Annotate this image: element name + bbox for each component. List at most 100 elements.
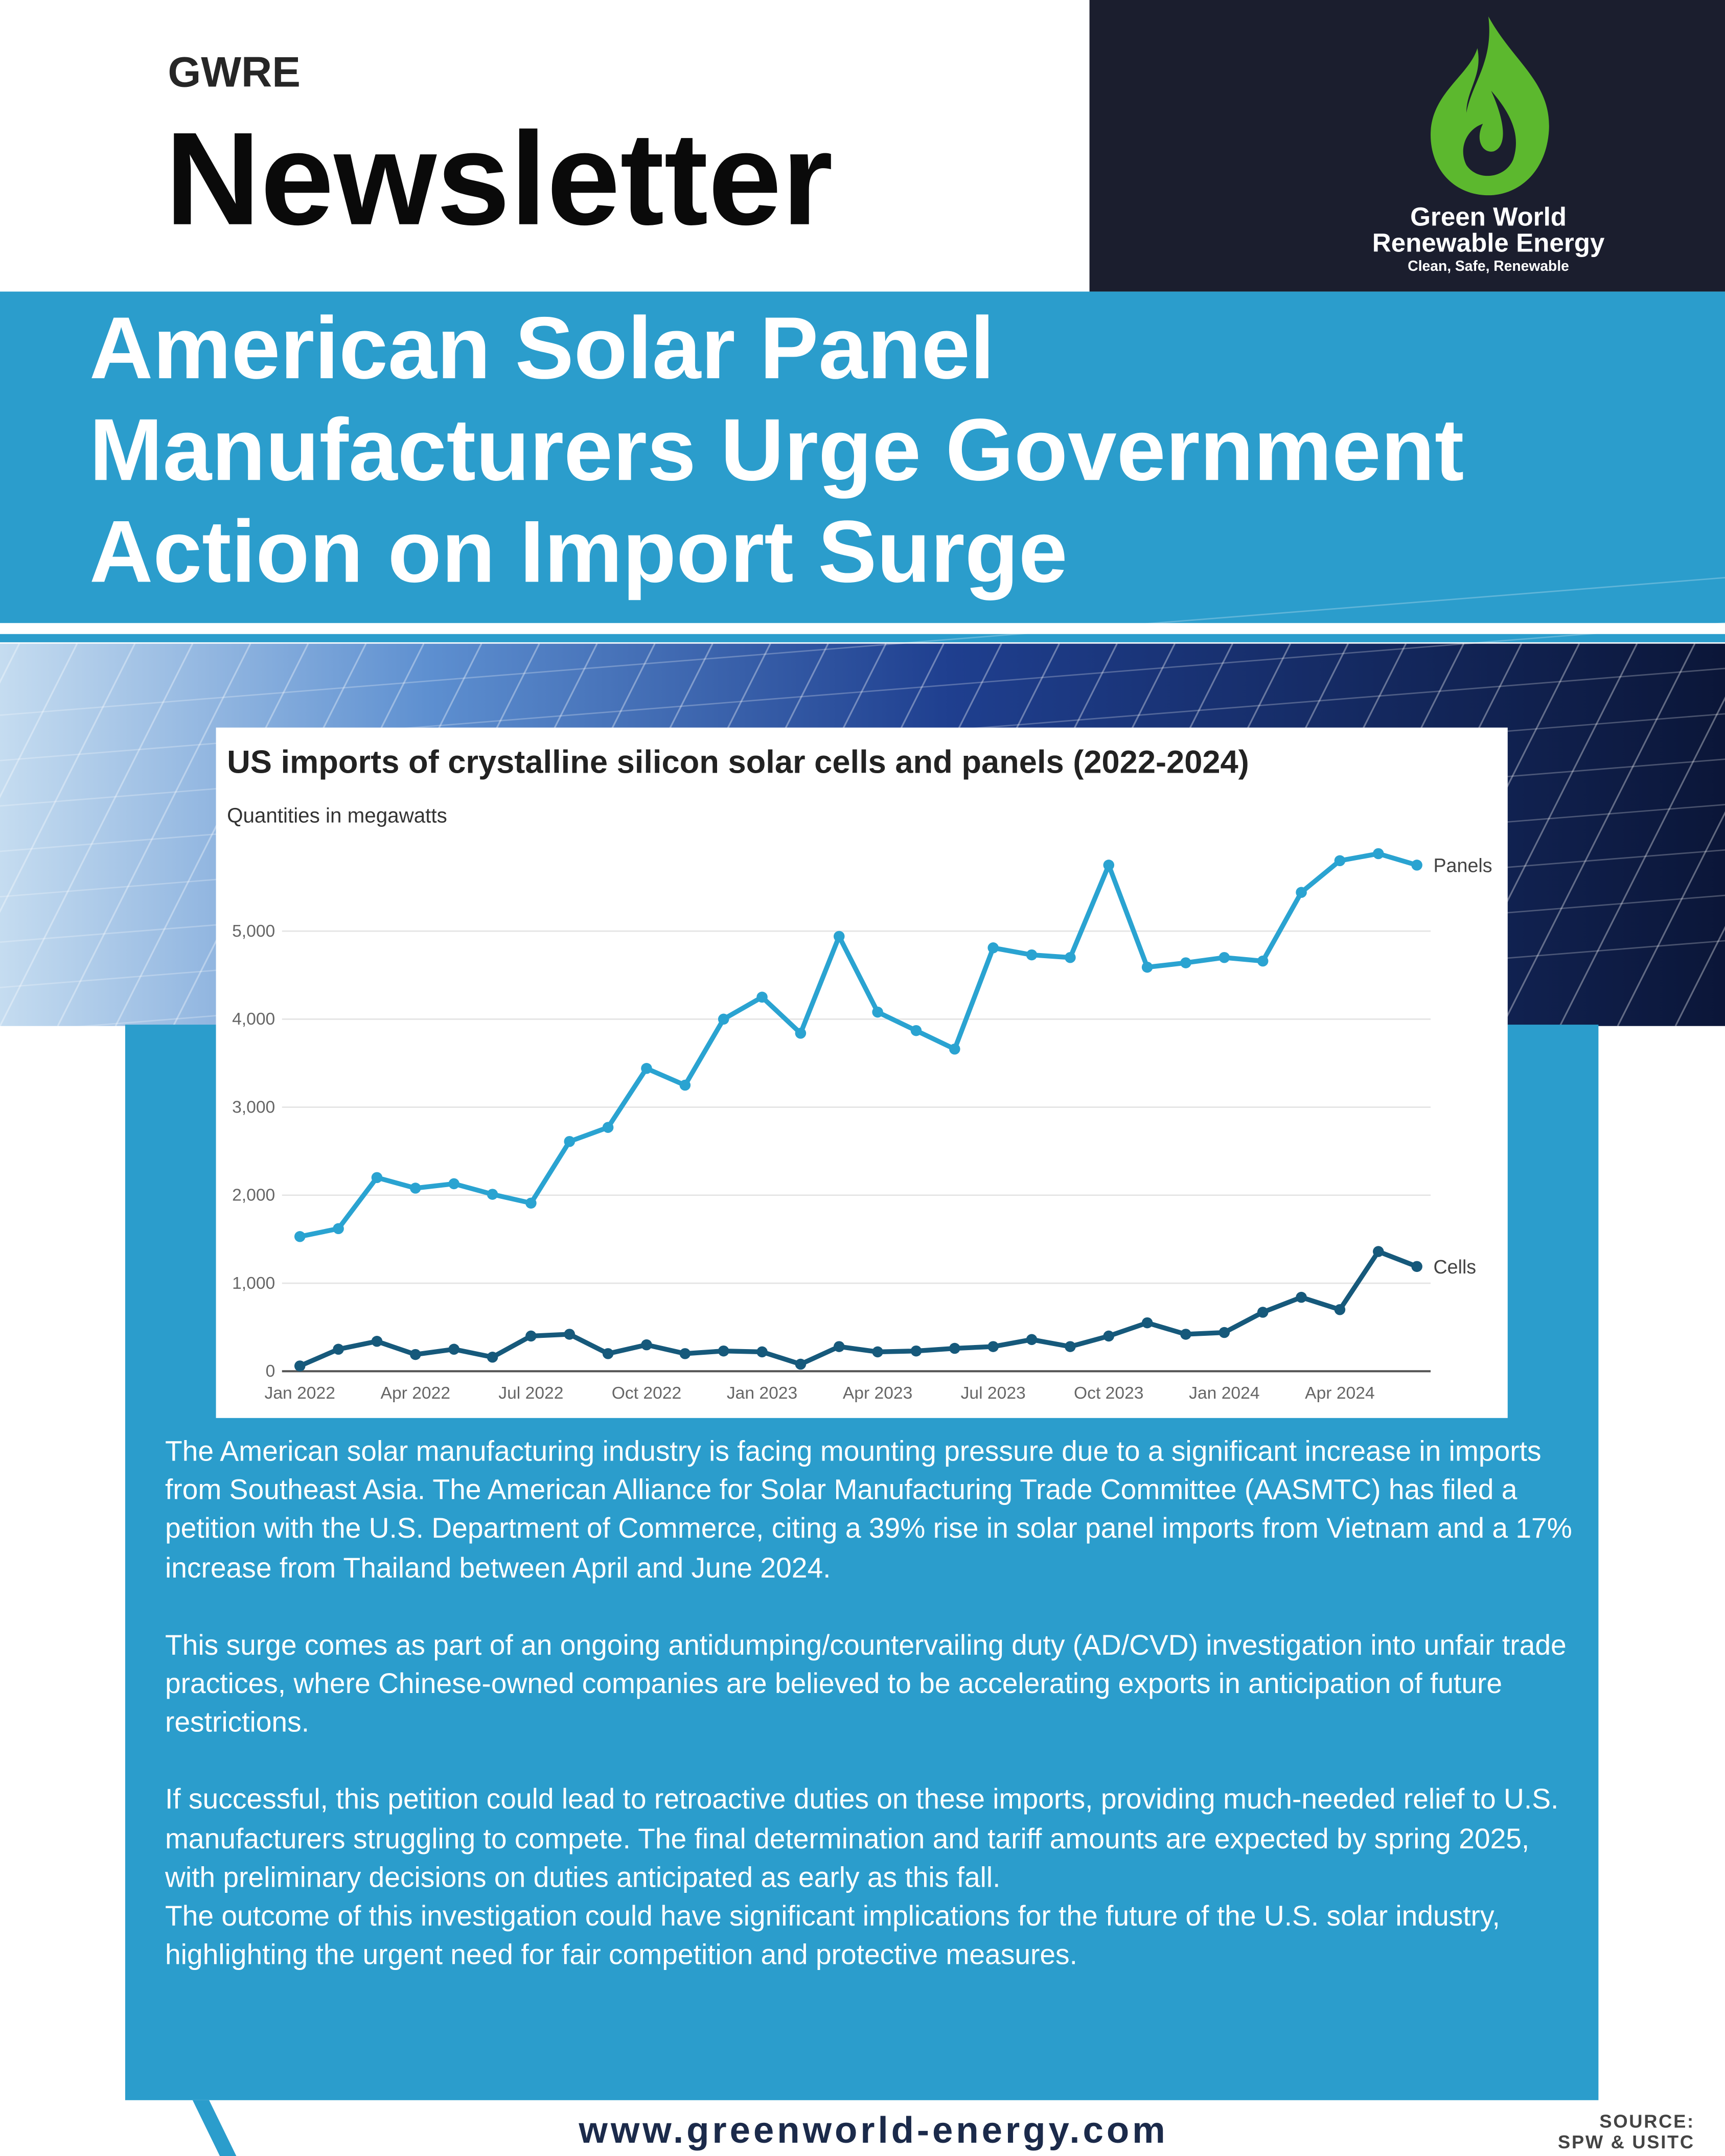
data-point — [949, 1044, 960, 1055]
logo-flame — [1431, 16, 1549, 196]
divider — [0, 634, 1725, 642]
data-point — [1373, 1246, 1384, 1257]
chart-subtitle: Quantities in megawatts — [227, 803, 447, 827]
data-point — [1103, 1330, 1115, 1342]
article-body: The American solar manufacturing industr… — [165, 1433, 1582, 2014]
data-point — [333, 1223, 344, 1235]
y-tick-label: 0 — [266, 1362, 275, 1381]
panel-line — [1674, 925, 1725, 1027]
data-point — [1411, 860, 1422, 871]
series-line — [298, 1249, 1418, 1369]
data-point — [833, 931, 845, 942]
data-point — [410, 1349, 421, 1360]
data-point — [487, 1352, 498, 1363]
data-point — [602, 1348, 614, 1359]
data-point — [795, 1028, 807, 1039]
y-tick-label: 4,000 — [232, 1010, 275, 1029]
data-point — [641, 1339, 652, 1351]
data-point — [1180, 957, 1191, 968]
data-point — [294, 1360, 306, 1372]
data-point — [448, 1178, 459, 1190]
data-point — [1141, 1317, 1153, 1329]
data-point — [1180, 1329, 1191, 1340]
headline: Action on Import Surge — [89, 502, 1068, 600]
data-point — [410, 1183, 421, 1194]
data-point — [371, 1172, 383, 1184]
data-point — [602, 1122, 614, 1133]
panel-line — [0, 643, 136, 913]
data-point — [949, 1342, 960, 1354]
x-tick-label: Jan 2024 — [1189, 1384, 1259, 1403]
chart: 0 1,000 2,000 3,000 4,000 5,000 Jan 2022 Apr 20… — [232, 848, 1492, 1403]
data-point — [872, 1346, 883, 1358]
data-point — [718, 1013, 729, 1025]
logo-name: Green World — [1410, 202, 1567, 231]
x-tick-label: Jan 2022 — [265, 1384, 335, 1403]
data-point — [1218, 952, 1230, 963]
data-point — [718, 1345, 729, 1357]
data-point — [1411, 1261, 1422, 1272]
data-point — [1334, 1304, 1346, 1315]
data-point — [1334, 855, 1346, 867]
x-tick-label: Jul 2022 — [498, 1384, 563, 1403]
y-tick-label: 5,000 — [232, 922, 275, 941]
data-point — [987, 942, 999, 954]
source: SPW & USITC — [1558, 2131, 1695, 2152]
x-tick-label: Jul 2023 — [961, 1384, 1026, 1403]
data-point — [564, 1135, 576, 1147]
data-point — [872, 1006, 883, 1018]
brand: GWRE — [168, 48, 301, 96]
panel-line — [114, 643, 309, 1027]
data-point — [1065, 1341, 1076, 1352]
series-label: Cells — [1433, 1256, 1476, 1278]
data-point — [487, 1189, 498, 1200]
newsletter-title: Newsletter — [165, 105, 833, 252]
logo-name: Renewable Energy — [1372, 228, 1605, 258]
paragraph: The American solar manufacturing industr… — [165, 1435, 1572, 1584]
x-tick-label: Apr 2023 — [843, 1384, 912, 1403]
chart-title: US imports of crystalline silicon solar … — [227, 745, 1249, 780]
y-tick-label: 2,000 — [232, 1186, 275, 1205]
x-tick-label: Jan 2023 — [727, 1384, 797, 1403]
panel-line — [1617, 811, 1725, 1027]
website: www.greenworld-energy.com — [578, 2109, 1168, 2151]
panel-line — [0, 643, 194, 1027]
headline: American Solar Panel — [89, 298, 995, 397]
data-point — [641, 1063, 652, 1074]
data-point — [756, 991, 768, 1003]
panel-line — [0, 577, 1725, 716]
data-point — [1065, 952, 1076, 963]
data-point — [564, 1329, 576, 1340]
headline: Manufacturers Urge Government — [89, 400, 1464, 499]
data-point — [333, 1343, 344, 1355]
data-point — [525, 1330, 537, 1342]
source: SOURCE: — [1599, 2111, 1694, 2132]
paragraph: The outcome of this investigation could … — [165, 1900, 1500, 1972]
data-point — [1296, 887, 1307, 898]
data-point — [679, 1079, 691, 1091]
data-point — [1257, 1307, 1269, 1318]
data-point — [1218, 1327, 1230, 1338]
panel-line — [0, 643, 78, 799]
x-tick-label: Apr 2022 — [381, 1384, 450, 1403]
data-point — [294, 1231, 306, 1242]
data-point — [1103, 860, 1115, 871]
chart-box — [216, 727, 1508, 1418]
data-point — [1026, 1334, 1038, 1346]
logo-panel — [1089, 0, 1725, 292]
x-tick-label: Oct 2023 — [1074, 1384, 1143, 1403]
y-tick-label: 1,000 — [232, 1274, 275, 1293]
data-point — [1296, 1291, 1307, 1303]
data-point — [795, 1358, 807, 1370]
data-point — [1373, 848, 1384, 860]
accent-stripe — [192, 2100, 237, 2156]
series-line — [299, 851, 1418, 1239]
data-point — [448, 1343, 459, 1355]
y-tick-label: 3,000 — [232, 1098, 275, 1117]
data-point — [1257, 955, 1269, 967]
paragraph: If successful, this petition could lead … — [165, 1784, 1559, 1894]
data-point — [910, 1345, 922, 1357]
